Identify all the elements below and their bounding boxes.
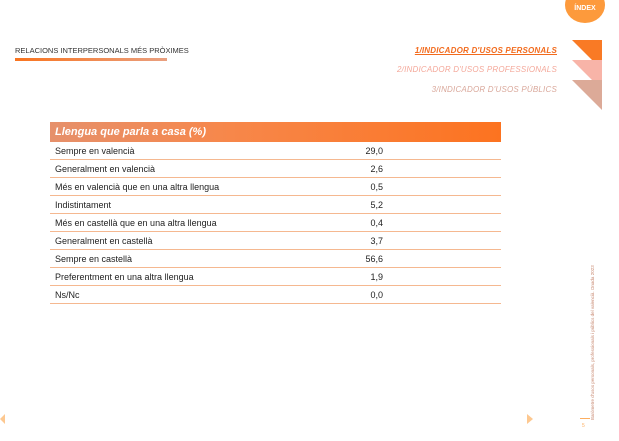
table-row: Ns/Nc 0,0	[50, 285, 501, 304]
prev-page-arrow-icon[interactable]	[0, 414, 5, 424]
nav-link-personal[interactable]: 1/INDICADOR D'USOS PERSONALS	[414, 46, 557, 55]
row-value: 2,6	[268, 159, 501, 178]
row-value: 1,9	[268, 267, 501, 286]
page-divider	[580, 418, 590, 419]
section-underline	[15, 58, 167, 61]
nav-link-professional[interactable]: 2/INDICADOR D'USOS PROFESSIONALS	[397, 65, 557, 74]
table-row: Sempre en valencià 29,0	[50, 142, 501, 160]
row-label: Preferentment en una altra llengua	[50, 267, 268, 286]
row-label: Més en valencià que en una altra llengua	[50, 177, 268, 196]
row-value: 0,5	[268, 177, 501, 196]
row-label: Sempre en valencià	[50, 142, 268, 160]
table-row: Preferentment en una altra llengua 1,9	[50, 267, 501, 286]
section-title: RELACIONS INTERPERSONALS MÉS PRÒXIMES	[15, 46, 189, 55]
next-page-arrow-icon[interactable]	[527, 414, 533, 424]
table-row: Generalment en castellà 3,7	[50, 231, 501, 250]
row-label: Indistintament	[50, 195, 268, 214]
row-value: 0,0	[268, 285, 501, 304]
row-value: 0,4	[268, 213, 501, 232]
nav-tab-public-icon[interactable]	[572, 80, 602, 110]
row-label: Sempre en castellà	[50, 249, 268, 268]
table-row: Generalment en valencià 2,6	[50, 159, 501, 178]
table-row: Indistintament 5,2	[50, 195, 501, 214]
table-row: Més en castellà que en una altra llengua…	[50, 213, 501, 232]
table-row: Més en valencià que en una altra llengua…	[50, 177, 501, 196]
row-label: Generalment en castellà	[50, 231, 268, 250]
row-label: Ns/Nc	[50, 285, 268, 304]
row-value: 5,2	[268, 195, 501, 214]
table-title: Llengua que parla a casa (%)	[50, 122, 501, 142]
table-row: Sempre en castellà 56,6	[50, 249, 501, 268]
index-button[interactable]: ÍNDEX	[565, 0, 605, 23]
row-value: 29,0	[268, 142, 501, 160]
row-label: Generalment en valencià	[50, 159, 268, 178]
row-value: 3,7	[268, 231, 501, 250]
page-number: 5	[582, 423, 585, 429]
row-label: Més en castellà que en una altra llengua	[50, 213, 268, 232]
row-value: 56,6	[268, 249, 501, 268]
language-at-home-table: Llengua que parla a casa (%) Sempre en v…	[50, 122, 501, 304]
publication-title: Baròmetre d'usos personals, professional…	[590, 265, 595, 420]
nav-link-public[interactable]: 3/INDICADOR D'USOS PÚBLICS	[431, 85, 557, 94]
